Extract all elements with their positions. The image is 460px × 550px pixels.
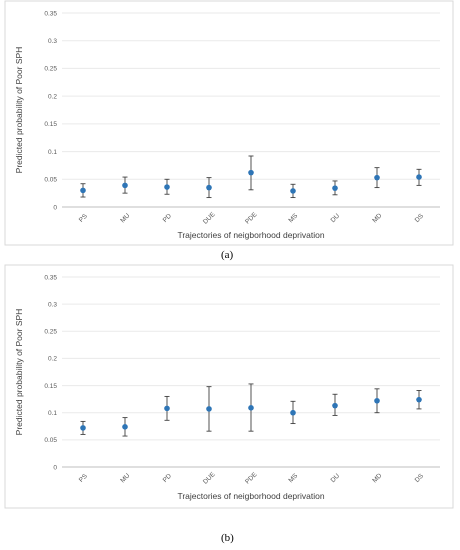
x-tick-label: PD (162, 212, 174, 224)
y-tick-label: 0.25 (44, 329, 57, 336)
y-tick-label: 0.3 (48, 301, 57, 308)
y-tick-label: 0.05 (44, 177, 57, 184)
x-axis-title: Trajectories of neigborhood deprivation (177, 491, 324, 501)
data-point (164, 405, 170, 412)
data-point (80, 187, 86, 194)
data-point (206, 406, 212, 412)
y-tick-label: 0 (53, 464, 57, 471)
y-axis-title: Predicted probability of Poor SPH (14, 309, 24, 436)
x-tick-label: PD (162, 472, 174, 484)
chart-panel-a: 0 0.05 0.1 0.15 0.2 0.25 0.3 0.35 PS MU PD DUE PDE MS… (0, 0, 460, 265)
data-point (122, 182, 128, 189)
x-tick-label: DS (414, 472, 426, 484)
chart-frame (4, 0, 454, 246)
x-tick-label: PS (78, 212, 90, 224)
y-tick-label: 0.15 (44, 121, 57, 128)
data-point (290, 188, 296, 194)
data-point (332, 402, 338, 409)
chart-frame (4, 264, 454, 509)
y-tick-label: 0.1 (48, 410, 57, 417)
y-tick-label: 0.35 (44, 10, 57, 17)
y-tick-label: 0.35 (44, 274, 57, 281)
y-tick-label: 0.1 (48, 149, 57, 156)
data-point (290, 409, 296, 416)
data-point (374, 397, 380, 404)
data-point (374, 174, 380, 181)
panel-label-b: (b) (221, 532, 234, 544)
data-point (80, 425, 86, 431)
x-tick-label: DU (330, 212, 342, 224)
y-tick-label: 0.2 (48, 356, 57, 363)
y-tick-label: 0.25 (44, 66, 57, 73)
y-tick-label: 0.05 (44, 437, 57, 444)
x-tick-label: DS (414, 212, 426, 224)
data-point (248, 169, 254, 176)
data-point (206, 184, 212, 191)
x-axis-title: Trajectories of neigborhood deprivation (177, 230, 324, 240)
data-point (164, 184, 170, 190)
chart-panel-b: 0 0.05 0.1 0.15 0.2 0.25 0.3 0.35 PS MU PD DUE PDE MS… (0, 264, 460, 550)
x-tick-label: PS (78, 472, 90, 484)
y-tick-label: 0.3 (48, 38, 57, 45)
data-point (416, 396, 422, 403)
data-point (332, 185, 338, 191)
y-axis-title: Predicted probability of Poor SPH (14, 47, 24, 174)
y-tick-label: 0.2 (48, 93, 57, 100)
data-point (122, 424, 128, 430)
x-tick-label: DU (330, 472, 342, 484)
y-tick-label: 0.15 (44, 383, 57, 390)
panel-label-a: (a) (221, 249, 234, 261)
y-tick-label: 0 (53, 204, 57, 211)
data-point (248, 405, 254, 411)
data-point (416, 174, 422, 180)
